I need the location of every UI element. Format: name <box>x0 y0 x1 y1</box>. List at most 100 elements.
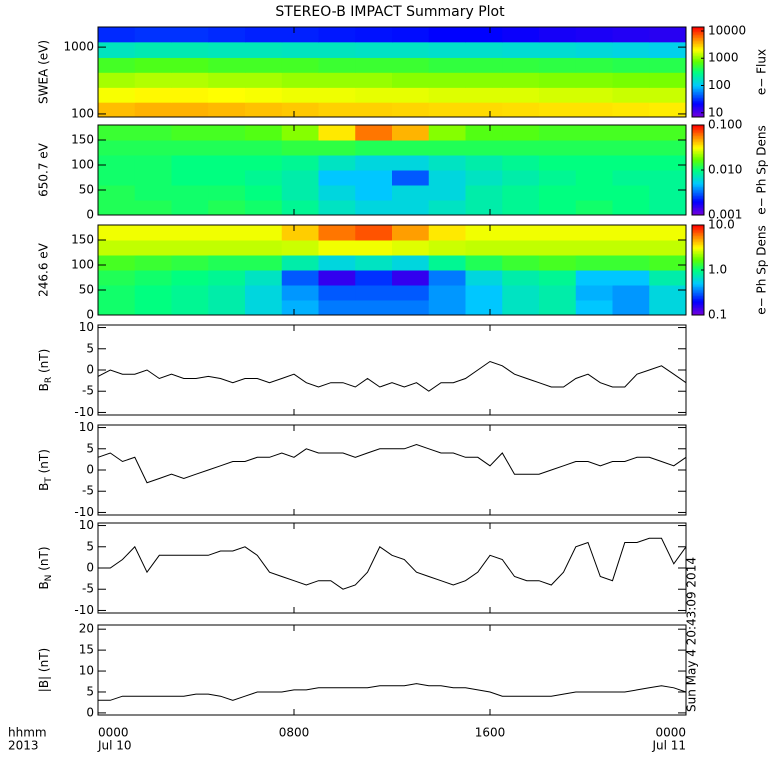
spectrogram-cell <box>539 255 577 271</box>
colorbar-strip <box>692 268 704 271</box>
spectrogram-cell <box>281 87 319 103</box>
colorbar-strip <box>692 76 704 79</box>
colorbar-strip <box>692 297 704 299</box>
colorbar-strip <box>692 231 704 233</box>
spectrogram-cell <box>392 41 430 58</box>
colorbar-strip <box>692 261 704 263</box>
colorbar-strip <box>692 270 704 272</box>
panel-frame <box>97 424 687 516</box>
y-tick-label: -5 <box>82 384 94 398</box>
spectrogram-cell <box>539 185 577 201</box>
colorbar-strip <box>692 106 704 109</box>
spectrogram-cell <box>575 200 613 216</box>
spectrogram-cell <box>612 27 650 43</box>
colorbar-strip <box>692 279 704 281</box>
spectrogram-cell <box>355 225 393 241</box>
spectrogram-cell <box>318 200 356 216</box>
spectrogram-cell <box>318 270 356 286</box>
colorbar-strip <box>692 54 704 56</box>
spectrogram-cell <box>281 102 319 118</box>
colorbar-strip <box>692 206 704 208</box>
spectrogram-cell <box>245 27 283 43</box>
spectrogram-cell <box>98 270 136 286</box>
spectrogram-cell <box>612 87 650 103</box>
spectrogram-cell <box>428 270 466 286</box>
colorbar-strip <box>692 162 704 165</box>
colorbar-strip <box>692 186 704 189</box>
colorbar-strip <box>692 304 704 307</box>
y-axis-label-unit: (nT) <box>37 449 51 477</box>
spectrogram-cell <box>612 200 650 216</box>
spectrogram-cell <box>465 140 503 156</box>
spectrogram-cell <box>245 170 283 186</box>
y-tick-label: 10 <box>79 664 94 678</box>
colorbar-label: e− Ph Sp Dens <box>755 125 769 214</box>
colorbar-strip <box>692 207 704 210</box>
spectrogram-cell <box>208 102 246 118</box>
spectrogram-cell <box>281 72 319 88</box>
y-tick-label: 0 <box>86 561 94 575</box>
colorbar-strip <box>692 45 704 47</box>
line <box>97 360 687 392</box>
colorbar-strip <box>692 27 704 29</box>
spectrogram-cell <box>98 87 136 103</box>
colorbar-strip <box>692 250 704 253</box>
spectrogram-cell <box>575 240 613 256</box>
colorbar-strip <box>692 228 704 230</box>
colorbar-strip <box>692 51 704 53</box>
spectrogram-cell <box>539 225 577 241</box>
colorbar-strip <box>692 312 704 314</box>
spectrogram-cell <box>171 155 209 171</box>
colorbar-strip <box>692 164 704 166</box>
colorbar-strip <box>692 85 704 88</box>
spectrogram-cell <box>98 72 136 88</box>
spectrogram-cell <box>465 240 503 256</box>
x-axis-label: 2013 <box>8 739 39 753</box>
spectrogram-cell <box>281 155 319 171</box>
colorbar-strip <box>692 192 704 195</box>
spectrogram-cell <box>134 41 172 58</box>
colorbar-strip <box>692 291 704 293</box>
line <box>98 683 687 701</box>
spectrogram-cell <box>575 27 613 43</box>
y-axis-label-main: B <box>37 483 51 491</box>
spectrogram-cell <box>539 41 577 58</box>
panel-frame <box>97 124 687 216</box>
colorbar-strip <box>692 99 704 101</box>
spectrogram-cell <box>428 240 466 256</box>
y-axis-label-main: |B| <box>37 676 51 692</box>
spectrogram-cell <box>428 27 466 43</box>
colorbar-strip <box>692 91 704 94</box>
y-axis-label: SWEA (eV) <box>37 40 51 104</box>
colorbar-strip <box>692 256 704 259</box>
colorbar-strip <box>692 288 704 290</box>
colorbar-strip <box>692 149 704 151</box>
spectrogram-cell <box>281 300 319 316</box>
colorbar-strip <box>692 31 704 34</box>
colorbar-strip <box>692 200 704 202</box>
spectrogram-cell <box>318 170 356 186</box>
spectrogram-cell <box>502 170 540 186</box>
y-tick-label: 100 <box>71 158 94 172</box>
y-axis-label-main: B <box>37 383 51 391</box>
colorbar-strip <box>692 150 704 153</box>
y-tick-label: 1000 <box>63 40 94 54</box>
spectrogram-cell <box>502 240 540 256</box>
spectrogram-cell <box>281 255 319 271</box>
spectrogram-cell <box>612 300 650 316</box>
spectrogram-cell <box>171 240 209 256</box>
colorbar-strip <box>692 79 704 82</box>
spectrogram-cell <box>245 225 283 241</box>
spectrogram-cell <box>649 125 687 141</box>
spectrogram-cell <box>428 185 466 201</box>
colorbar-tick-label: 0.1 <box>708 308 727 322</box>
spectrogram-cell <box>208 140 246 156</box>
spectrogram-cell <box>575 185 613 201</box>
colorbar-strip <box>692 253 704 256</box>
colorbar-strip <box>692 88 704 91</box>
spectrogram-cell <box>208 200 246 216</box>
colorbar-tick-label: 100 <box>708 78 731 92</box>
colorbar-strip <box>692 60 704 62</box>
spectrogram-cell <box>318 125 356 141</box>
spectrogram-cell <box>465 300 503 316</box>
